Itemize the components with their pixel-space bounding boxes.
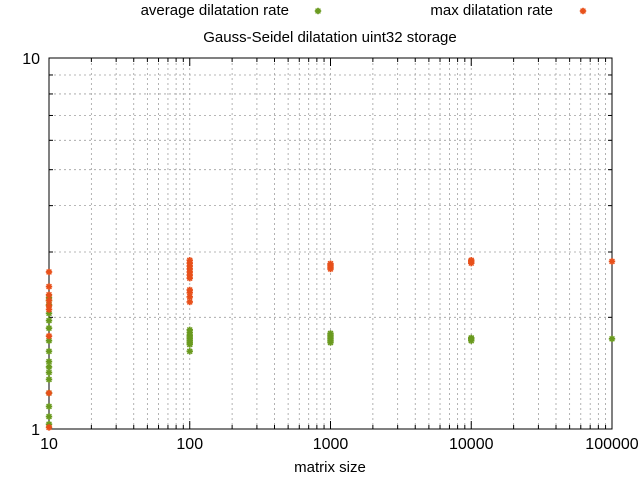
legend-marker-average-star: [314, 7, 322, 15]
x-tick-label: 100: [176, 436, 203, 453]
average-rate-point: [468, 334, 475, 342]
data-points: [45, 257, 616, 431]
max-rate-point: [45, 268, 53, 276]
average-rate-point: [45, 363, 53, 371]
average-rate-point: [327, 330, 334, 337]
y-tick-label: 1: [31, 422, 40, 439]
average-rate-point: [45, 369, 53, 376]
average-rate-point: [186, 326, 193, 334]
max-rate-point: [45, 424, 53, 431]
max-rate-point: [468, 257, 475, 264]
legend-label-average: average dilatation rate: [141, 2, 289, 19]
y-tick-label: 10: [22, 51, 40, 68]
max-rate-point: [608, 258, 616, 265]
legend-label-max: max dilatation rate: [430, 2, 553, 19]
legend-marker-average: [314, 7, 322, 15]
legend: average dilatation rate max dilatation r…: [141, 2, 587, 19]
max-rate-point: [45, 297, 53, 304]
chart-title: Gauss-Seidel dilatation uint32 storage: [203, 29, 457, 46]
x-tick-label: 1000: [313, 436, 349, 453]
average-rate-point: [45, 317, 53, 324]
average-rate-point: [45, 358, 53, 365]
max-rate-point: [327, 260, 334, 267]
average-rate-point: [45, 376, 53, 383]
axis-ticks: [48, 58, 612, 430]
max-rate-point: [45, 283, 53, 290]
max-rate-point: [186, 257, 193, 264]
x-axis-label: matrix size: [294, 459, 366, 476]
legend-marker-max: [579, 7, 587, 15]
x-tick-label: 10000: [449, 436, 494, 453]
max-rate-point: [45, 389, 53, 397]
max-rate-point: [45, 291, 53, 298]
average-rate-point: [45, 413, 53, 420]
average-rate-point: [608, 335, 616, 343]
average-rate-point: [45, 403, 53, 410]
average-rate-point: [186, 348, 193, 355]
x-tick-label: 10: [40, 436, 58, 453]
legend-marker-max-star: [579, 7, 587, 15]
max-rate-point: [45, 332, 53, 340]
grid: [49, 58, 612, 429]
x-tick-label: 100000: [585, 436, 638, 453]
max-rate-point: [186, 286, 193, 294]
average-rate-point: [45, 324, 53, 332]
average-rate-point: [45, 348, 53, 355]
